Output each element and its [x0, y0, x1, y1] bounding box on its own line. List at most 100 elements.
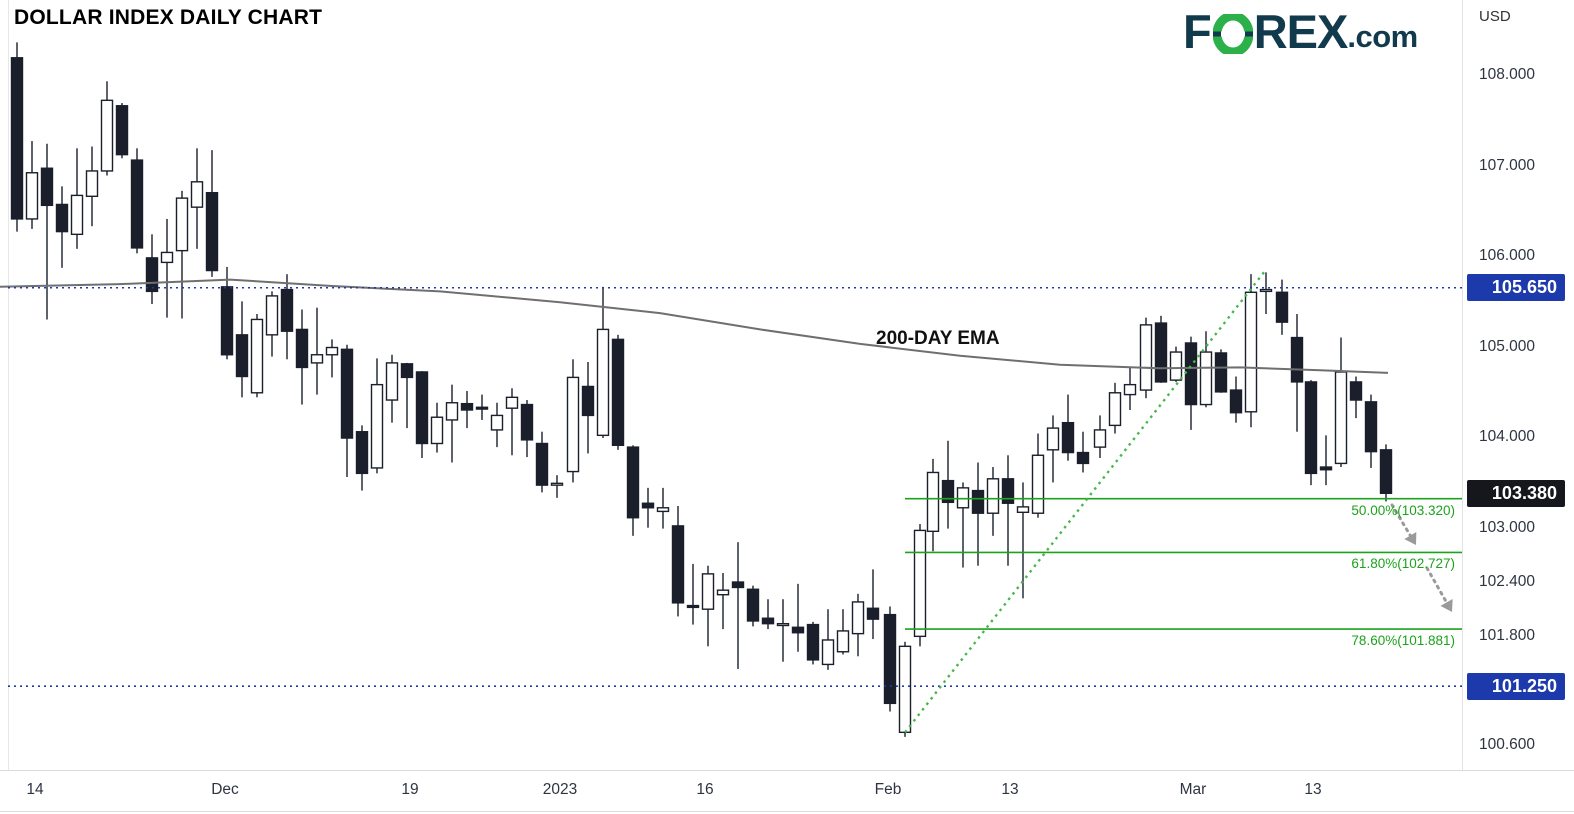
- candle-bear: [1319, 466, 1333, 471]
- candle-bear: [866, 607, 880, 620]
- candle-bull: [1259, 288, 1273, 293]
- candle-bear: [1214, 352, 1228, 393]
- candle-bull: [566, 376, 580, 473]
- candle-bull: [956, 487, 970, 509]
- candle-bull: [325, 346, 339, 356]
- date-tick-label: 2023: [542, 781, 578, 798]
- candle-bear: [1229, 389, 1243, 414]
- ema-annotation-label: 200-DAY EMA: [876, 328, 1000, 349]
- candle-bear: [295, 328, 309, 369]
- candle-bull: [25, 172, 39, 220]
- price-tick-label: 105.000: [1479, 337, 1536, 355]
- candle-bull: [1334, 371, 1348, 465]
- brand-letter-f: F: [1183, 5, 1212, 58]
- candle-bear: [941, 479, 955, 504]
- candle-bear: [235, 334, 249, 378]
- candle-bear: [1154, 322, 1168, 383]
- date-tick-label: 13: [1304, 781, 1322, 798]
- brand-suffix: .com: [1347, 19, 1418, 54]
- price-axis: USD 108.000 107.000 106.000 105.000 104.000 1…: [1462, 0, 1574, 812]
- date-tick-label: Feb: [874, 781, 902, 798]
- candle-bull: [1139, 324, 1153, 391]
- candle-bear: [520, 403, 534, 441]
- price-tick-label: 103.000: [1479, 518, 1536, 536]
- candle-bull: [986, 478, 1000, 514]
- price-tick-label: 100.600: [1479, 736, 1536, 753]
- candle-bear: [1061, 421, 1075, 454]
- candle-bull: [1046, 427, 1060, 451]
- candle-bear: [55, 203, 69, 233]
- date-tick-label: Mar: [1179, 781, 1207, 798]
- candle-bear: [1304, 381, 1318, 475]
- price-tick-label: 104.000: [1479, 428, 1536, 446]
- candle-bear: [731, 581, 745, 589]
- candle-bull: [370, 383, 384, 469]
- candle-bear: [883, 613, 897, 705]
- candle-bull: [250, 318, 264, 394]
- brand-letters-rex: REX: [1253, 5, 1349, 58]
- candle-bull: [1123, 383, 1137, 396]
- candle-bull: [926, 471, 940, 533]
- price-tick-label: 101.800: [1479, 627, 1536, 645]
- brand-o-icon: [1211, 11, 1254, 57]
- candle-bull: [701, 573, 715, 610]
- candle-bear: [611, 338, 625, 447]
- candle-bear: [355, 431, 369, 475]
- candle-bull: [385, 362, 399, 401]
- date-tick-label: 13: [1001, 781, 1019, 798]
- candle-bull: [100, 99, 114, 172]
- candle-bull: [505, 396, 519, 409]
- price-tick-label: 108.000: [1479, 65, 1536, 83]
- candle-bull: [175, 197, 189, 252]
- plot-left-border: [8, 0, 9, 812]
- candle-bear: [1184, 342, 1198, 406]
- candle-bull: [776, 622, 790, 627]
- candle-bear: [641, 502, 655, 509]
- candle-bull: [1093, 429, 1107, 448]
- candle-bear: [10, 57, 24, 220]
- candle-bull: [1108, 392, 1122, 427]
- candle-bull: [490, 414, 504, 431]
- candle-bear: [1349, 381, 1363, 401]
- candle-bull: [265, 295, 279, 336]
- candle-bear: [460, 402, 474, 411]
- projection-arrow-head: [1440, 598, 1453, 612]
- projection-arrow-shaft: [1425, 566, 1449, 604]
- candle-bull: [85, 170, 99, 198]
- candle-bear: [130, 159, 144, 249]
- candle-bear: [115, 105, 129, 156]
- fib-level-label: 78.60%(101.881): [1351, 633, 1455, 649]
- date-tick-label: Dec: [211, 781, 239, 798]
- candle-bull: [1169, 351, 1183, 381]
- candle-bull: [898, 645, 912, 734]
- candle-bear: [145, 257, 159, 293]
- candle-bull: [596, 328, 610, 437]
- candle-bear: [806, 623, 820, 661]
- candle-bull: [1016, 506, 1030, 514]
- candle-bull: [656, 507, 670, 513]
- candle-bear: [671, 525, 685, 604]
- price-badge: 103.380: [1467, 479, 1565, 507]
- candle-bull: [913, 529, 927, 638]
- candle-bull: [310, 354, 324, 364]
- fib-level-label: 61.80%(102.727): [1351, 556, 1455, 572]
- candle-bull: [1199, 351, 1213, 406]
- fib-level-label: 50.00%(103.320): [1351, 502, 1455, 518]
- candle-bull: [1244, 291, 1258, 413]
- price-badge: 101.250: [1467, 672, 1565, 700]
- projection-arrow-head: [1404, 531, 1417, 545]
- candle-bear: [400, 363, 414, 379]
- axis-unit-label: USD: [1479, 8, 1511, 25]
- candle-bear: [40, 167, 54, 207]
- candle-bear: [626, 446, 640, 519]
- candle-bear: [280, 288, 294, 332]
- ema-line: [0, 278, 1389, 374]
- candle-bull: [836, 630, 850, 653]
- candle-bear: [581, 385, 595, 417]
- price-tick-label: 106.000: [1479, 247, 1536, 265]
- candle-bear: [686, 604, 700, 609]
- page-title: DOLLAR INDEX DAILY CHART: [14, 6, 323, 29]
- date-tick-label: 16: [696, 781, 714, 798]
- candle-bear: [1290, 336, 1304, 383]
- candle-bear: [1076, 451, 1090, 465]
